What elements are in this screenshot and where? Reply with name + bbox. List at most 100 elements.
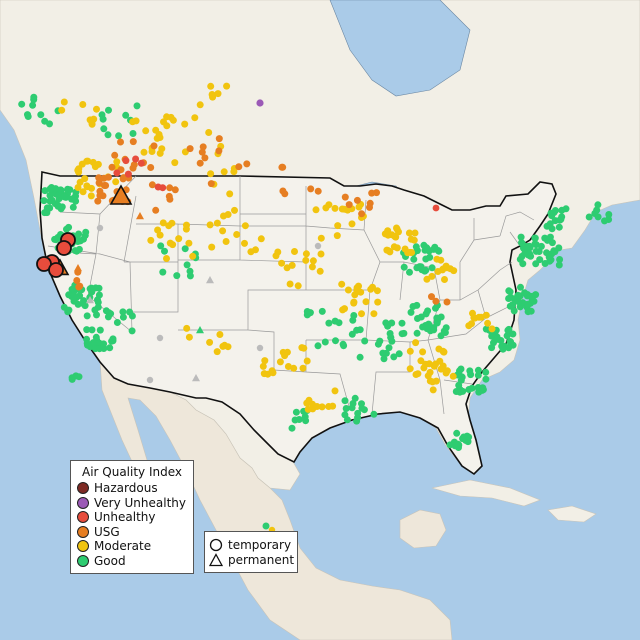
monitor-point [437,365,445,373]
monitor-point [436,357,444,365]
legend-label: Good [94,553,126,568]
monitor-point [30,93,38,101]
monitor-point [338,280,346,288]
monitor-point [412,339,420,347]
monitor-point [40,197,48,205]
monitor-point [419,323,427,331]
monitor-point [215,135,223,143]
monitor-point [75,283,83,291]
monitor-point [119,313,127,321]
monitor-point [395,350,403,358]
monitor-point [24,111,31,119]
monitor-point [341,193,349,201]
monitor-point [111,151,119,159]
monitor-point [213,348,221,356]
monitor-point [161,247,168,255]
monitor-point [503,332,511,340]
monitor-point [206,221,214,229]
monitor-point [196,326,204,334]
monitor-point [288,424,296,432]
monitor-point [108,163,116,171]
monitor-point [524,300,532,308]
monitor-point [443,298,451,306]
monitor-point [74,264,82,272]
monitor-point [171,159,179,167]
moderate-swatch-icon [77,540,89,553]
monitor-point [137,159,145,167]
monitor-point [406,347,414,355]
monitor-point [241,239,248,247]
monitor-point [96,345,103,353]
monitor-point [506,338,514,345]
monitor-point [185,333,193,341]
monitor-point [72,197,80,205]
monitor-point [302,250,310,258]
monitor-point [183,261,191,269]
monitor-point [259,362,267,370]
monitor-point [83,312,91,320]
monitor-point [343,416,351,424]
monitor-point [189,252,197,260]
monitor-point [104,131,112,139]
monitor-point [133,102,141,110]
monitor-point [510,307,518,315]
monitor-point [376,337,384,345]
monitor-point [505,295,513,302]
monitor-point [314,342,322,350]
monitor-point [294,282,302,290]
shape-legend-label: permanent [228,552,295,567]
monitor-point [432,377,440,385]
monitor-point [279,163,287,171]
monitor-point [412,243,420,251]
monitor-point [99,192,107,200]
monitor-point [506,288,514,296]
monitor-point [96,326,104,334]
monitor-point [291,416,299,424]
monitor-point [370,410,378,418]
monitor-point [325,319,333,327]
monitor-point [222,238,230,245]
monitor-point [304,405,312,413]
monitor-point [551,248,559,256]
monitor-point [261,357,269,365]
monitor-point [474,366,482,374]
monitor-point [316,267,324,275]
monitor-point [424,307,432,315]
monitor-point [488,344,496,352]
monitor-point [156,134,164,141]
monitor-point [105,106,112,114]
monitor-point [605,211,613,218]
monitor-point [89,339,97,347]
monitor-point [117,138,124,146]
monitor-point [532,247,540,255]
monitor-point [83,157,91,165]
monitor-point [281,190,289,198]
monitor-point [181,120,189,128]
monitor-point [94,197,102,205]
monitor-point [54,202,62,210]
monitor-point [465,386,473,393]
triangle-icon [209,552,223,566]
cuba-land [431,479,541,507]
monitor-point [159,219,167,227]
monitor-point [348,330,356,338]
monitor-point [411,229,419,237]
monitor-point [345,201,353,209]
monitor-point [147,164,155,171]
monitor-point [301,413,309,421]
very-unhealthy-swatch-icon [77,496,89,509]
monitor-point [433,255,441,263]
monitor-point [113,319,121,326]
monitor-point [312,206,320,214]
monitor-point [105,309,113,317]
monitor-point [518,252,526,260]
monitor-point [474,371,482,379]
monitor-point [156,334,164,342]
monitor-point [527,252,535,260]
monitor-point [340,205,348,213]
monitor-point [551,207,559,214]
legend-label: USG [94,524,120,539]
monitor-point [150,142,158,150]
monitor-point [594,201,602,209]
yucatan-land [399,509,447,549]
